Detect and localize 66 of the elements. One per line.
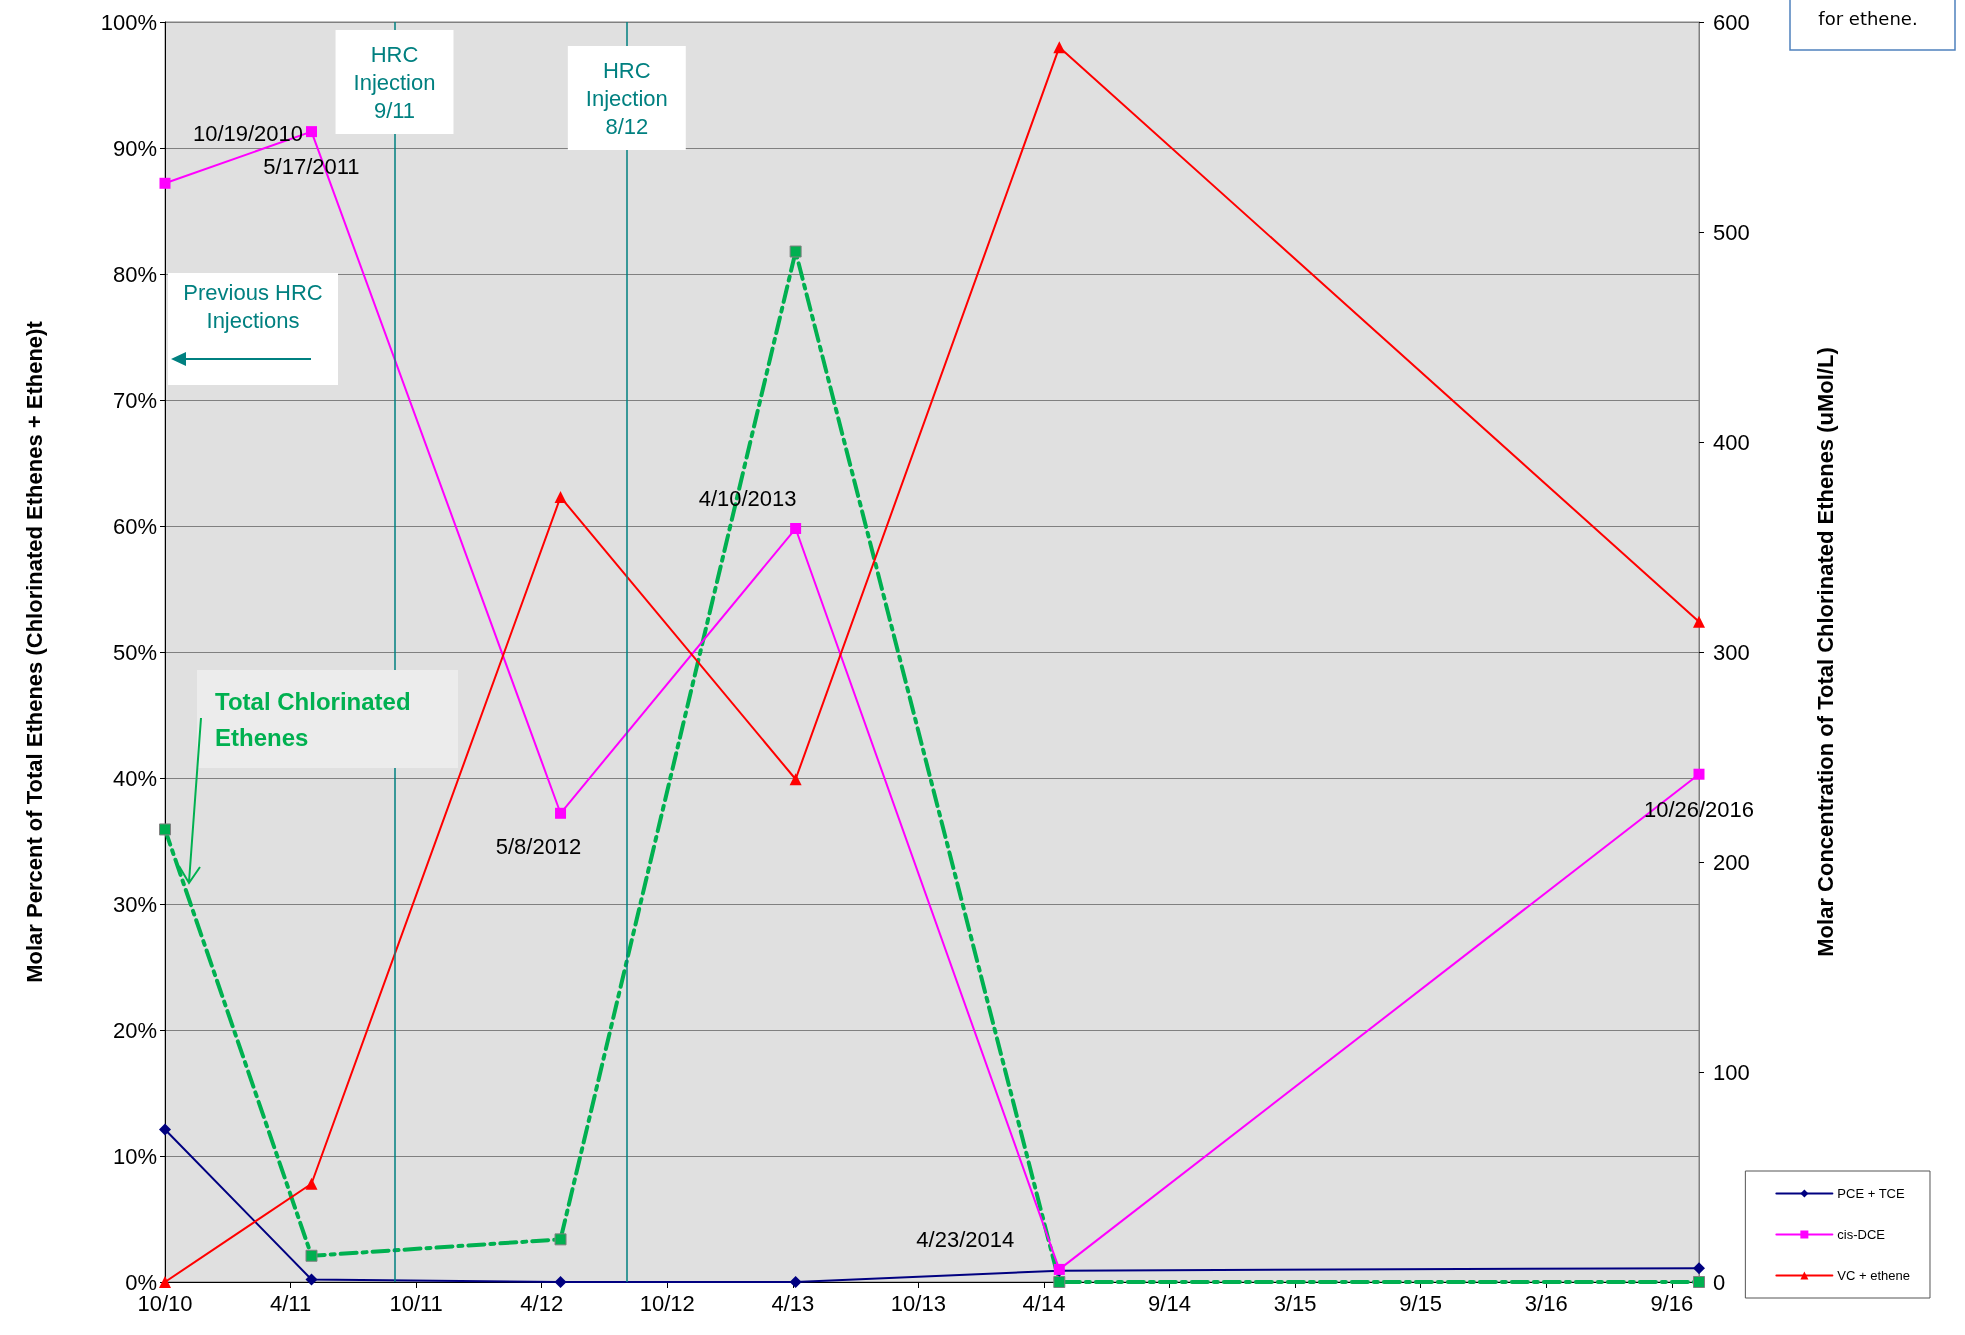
y-axis-title: Molar Percent of Total Ethenes (Chlorinated Ethenes + Ethene)t xyxy=(21,320,47,983)
x-tick-label: 3/16 xyxy=(1524,1290,1568,1316)
text: for ethene. xyxy=(1818,7,1918,29)
y2-tick-label: 400 xyxy=(1713,429,1750,455)
y-tick-label: 10% xyxy=(112,1143,157,1169)
y2-tick-label: 200 xyxy=(1713,849,1750,875)
point xyxy=(305,1177,318,1190)
note-box: Previous HRC Injections xyxy=(168,273,338,385)
point xyxy=(1053,41,1066,54)
x-tick-label: 9/14 xyxy=(1148,1290,1191,1316)
point xyxy=(1053,1276,1066,1288)
ref-line-label: HRC Injection 9/11 xyxy=(353,41,436,123)
annotation: 4/23/2014 xyxy=(916,1226,1015,1252)
x-tick-label: 4/13 xyxy=(771,1290,815,1316)
annotation: 4/10/2013 xyxy=(698,486,797,512)
point xyxy=(159,1276,171,1288)
ref-line-label: HRC Injection 8/12 xyxy=(585,57,668,139)
legend-label: VC + ethene xyxy=(1837,1268,1910,1283)
point xyxy=(305,1273,318,1286)
point xyxy=(1693,768,1705,780)
point xyxy=(789,773,802,786)
y-tick-label: 60% xyxy=(112,513,157,539)
x-tick-label: 4/14 xyxy=(1022,1290,1066,1316)
y2-tick-label: 0 xyxy=(1713,1269,1726,1295)
y2-tick-label: 300 xyxy=(1713,639,1750,665)
point xyxy=(159,1123,171,1136)
annotation: 5/8/2012 xyxy=(495,833,582,859)
legend-label: cis-DCE xyxy=(1837,1227,1886,1242)
y-tick-label: 30% xyxy=(112,891,157,917)
x-tick-label: 3/15 xyxy=(1273,1290,1317,1316)
point xyxy=(1693,1276,1705,1288)
y2-tick-label: 500 xyxy=(1713,219,1750,245)
point xyxy=(554,491,567,504)
y2-tick-label: 600 xyxy=(1713,9,1750,35)
y2-tick-label: 100 xyxy=(1713,1059,1750,1085)
x-tick-label: 10/11 xyxy=(389,1290,443,1316)
x-tick-label: 9/15 xyxy=(1399,1290,1443,1316)
y-tick-label: 20% xyxy=(112,1017,157,1043)
y-tick-label: 70% xyxy=(112,387,157,413)
y-tick-label: 100% xyxy=(100,9,157,35)
point xyxy=(789,245,802,258)
point xyxy=(1693,1262,1705,1275)
annotation: 10/19/2010 xyxy=(192,120,304,146)
y-tick-label: 90% xyxy=(112,135,157,161)
point xyxy=(159,177,171,189)
y-tick-label: 40% xyxy=(112,765,157,791)
y-tick-label: 80% xyxy=(112,261,157,287)
x-tick-label: 10/12 xyxy=(639,1290,695,1316)
point xyxy=(790,523,802,535)
point xyxy=(554,1233,567,1246)
legend-label: PCE + TCE xyxy=(1837,1186,1905,1201)
point xyxy=(555,807,567,819)
x-tick-label: 4/12 xyxy=(520,1290,564,1316)
point xyxy=(1693,615,1705,628)
point xyxy=(305,126,317,138)
point xyxy=(159,823,171,836)
point xyxy=(554,1276,567,1288)
y-tick-label: 50% xyxy=(112,639,157,665)
y2-axis-title: Molar Concentration of Total Chlorinated Ethenes (uMol/L) xyxy=(1812,347,1838,957)
x-tick-label: 4/11 xyxy=(269,1290,312,1316)
point xyxy=(305,1249,318,1262)
point xyxy=(789,1276,802,1288)
x-tick-label: 9/16 xyxy=(1650,1290,1694,1316)
annotation: Previous HRC Injections xyxy=(182,279,324,335)
text: Total Chlorinated Ethenes xyxy=(215,687,418,751)
x-tick-label: 10/13 xyxy=(890,1290,946,1316)
